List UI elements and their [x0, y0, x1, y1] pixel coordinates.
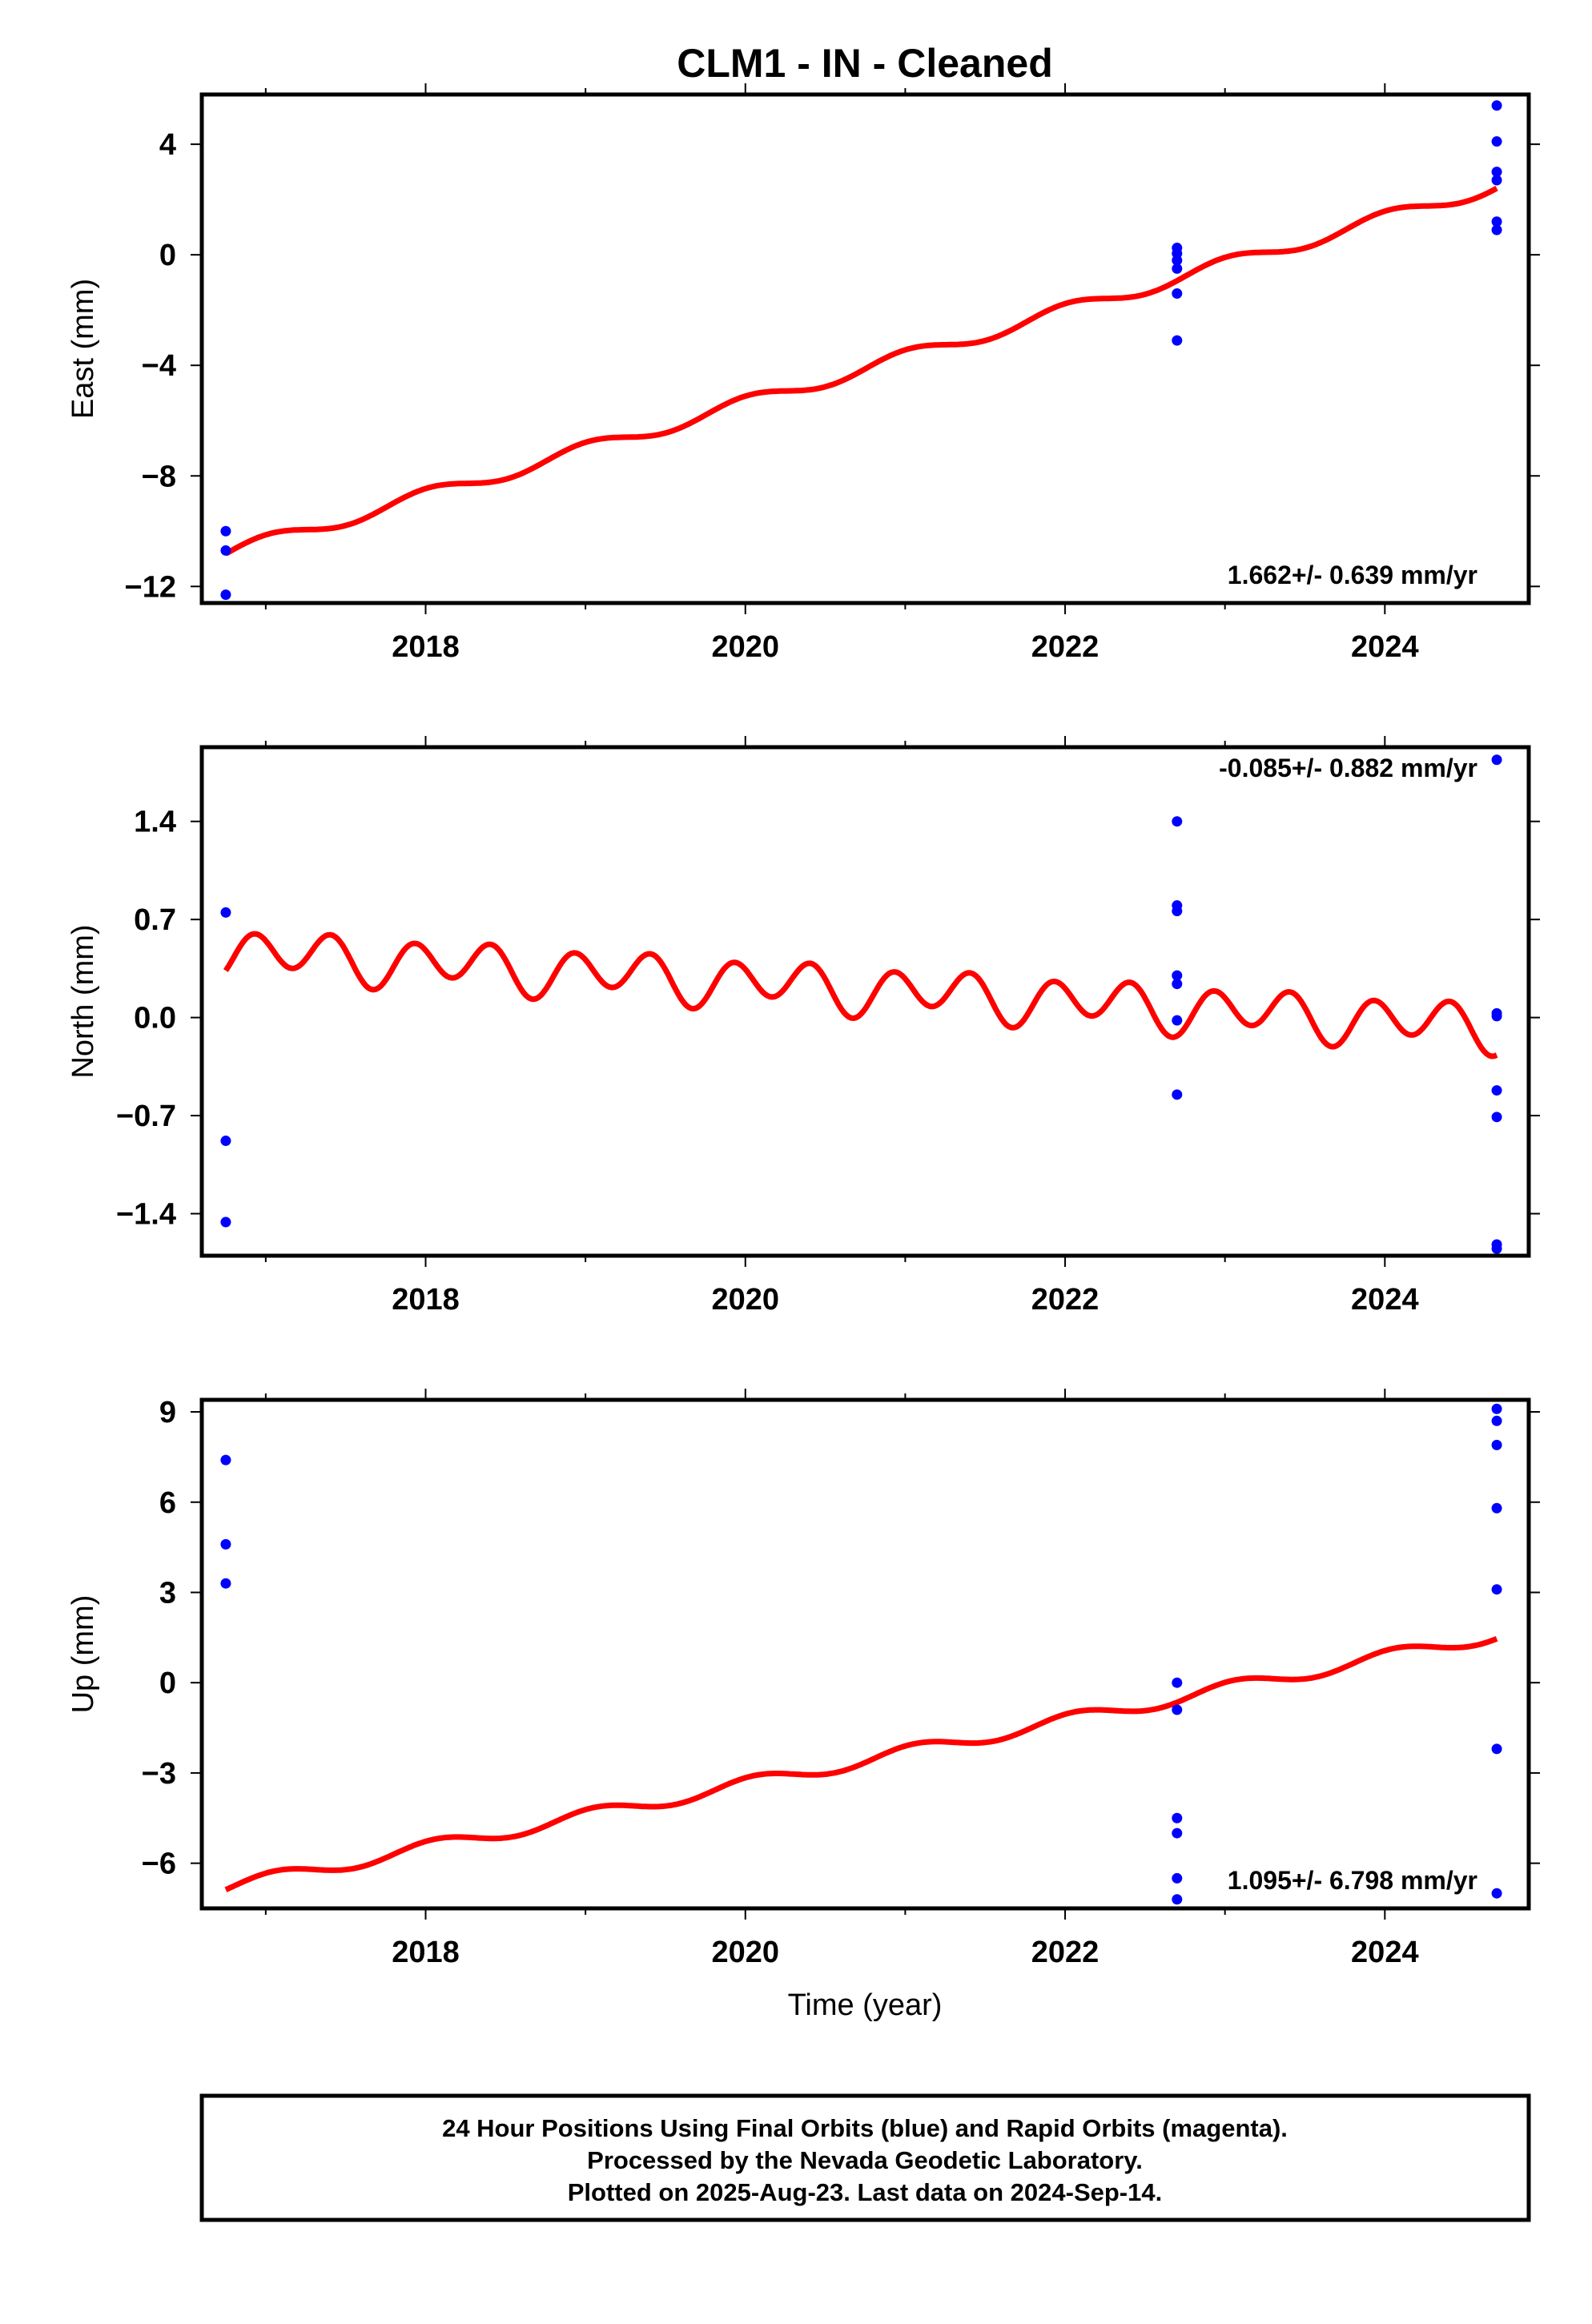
- east-data-point: [220, 525, 231, 537]
- footer-line-2: Processed by the Nevada Geodetic Laborat…: [587, 2146, 1143, 2174]
- east-data-point: [1491, 224, 1502, 235]
- east-data-point: [1491, 136, 1502, 147]
- east-data-point: [220, 545, 231, 556]
- up-data-point: [1172, 1704, 1183, 1715]
- north-x-tick-label: 2024: [1351, 1283, 1419, 1317]
- panel-east: 2018 2020 2022 2024 4 0 −4 −8 −12 East (mm) 1.662+…: [66, 83, 1540, 664]
- east-y-axis-label: East (mm): [66, 279, 100, 419]
- up-x-tick-label: 2022: [1031, 1936, 1100, 1969]
- north-data-point: [220, 1216, 231, 1228]
- footer-box: 24 Hour Positions Using Final Orbits (bl…: [199, 2093, 1531, 2222]
- north-data-point: [220, 1136, 231, 1147]
- footer-line-1: 24 Hour Positions Using Final Orbits (bl…: [442, 2114, 1288, 2142]
- up-y-tick-label: 3: [159, 1576, 176, 1610]
- east-x-tick-label: 2020: [711, 630, 779, 664]
- footer-line-3: Plotted on 2025-Aug-23. Last data on 202…: [568, 2178, 1162, 2206]
- east-data-point: [1491, 216, 1502, 227]
- north-data-point: [1491, 1112, 1502, 1123]
- north-data-point: [1172, 970, 1183, 981]
- east-y-tick-label: −12: [125, 570, 176, 604]
- north-y-axis-label: North (mm): [66, 924, 100, 1078]
- north-velocity-label: -0.085+/- 0.882 mm/yr: [1219, 754, 1477, 782]
- north-data-point: [1172, 906, 1183, 917]
- east-y-tick-label: 4: [159, 128, 176, 162]
- up-y-axis-label: Up (mm): [66, 1595, 100, 1714]
- north-x-tick-label: 2022: [1031, 1283, 1100, 1317]
- up-y-tick-label: −3: [142, 1757, 176, 1791]
- up-x-tick-label: 2018: [392, 1936, 460, 1969]
- up-y-tick-label: 9: [159, 1396, 176, 1429]
- north-data-point: [1491, 1085, 1502, 1096]
- north-fit-line: [223, 931, 1498, 1059]
- up-data-point: [1172, 1872, 1183, 1884]
- east-x-tick-label: 2022: [1031, 630, 1100, 664]
- north-y-tick-label: 0.0: [134, 1002, 176, 1035]
- north-plot-frame: [199, 745, 1531, 1258]
- up-data-point: [1172, 1827, 1183, 1839]
- up-x-tick-label: 2024: [1351, 1936, 1419, 1969]
- north-data-point: [1172, 816, 1183, 827]
- east-fit-line: [224, 186, 1498, 557]
- east-plot-frame: [199, 92, 1531, 605]
- east-y-tick-label: 0: [159, 239, 176, 272]
- up-y-tick-label: −6: [142, 1848, 176, 1881]
- north-y-tick-label: 1.4: [134, 806, 176, 839]
- north-data-point: [220, 907, 231, 918]
- north-data-point: [1172, 1089, 1183, 1100]
- x-axis-label: Time (year): [788, 1988, 943, 2022]
- north-y-tick-label: −1.4: [116, 1198, 176, 1232]
- up-data-point: [1491, 1502, 1502, 1514]
- panel-north: 2018 2020 2022 2024 1.4 0.7 0.0 −0.7 −1.4 North (…: [66, 736, 1540, 1317]
- east-y-tick-label: −4: [142, 349, 176, 383]
- up-data-point: [1491, 1888, 1502, 1899]
- up-data-point: [220, 1538, 231, 1550]
- east-data-point: [1491, 175, 1502, 186]
- up-data-point: [1491, 1415, 1502, 1426]
- figure-title: CLM1 - IN - Cleaned: [677, 41, 1052, 86]
- up-data-point: [1491, 1439, 1502, 1450]
- east-y-tick-label: −8: [142, 460, 176, 493]
- north-y-tick-label: −0.7: [116, 1100, 176, 1133]
- up-y-tick-label: 6: [159, 1486, 176, 1520]
- up-data-point: [1491, 1584, 1502, 1595]
- east-data-point: [1172, 287, 1183, 299]
- up-data-point: [1172, 1812, 1183, 1823]
- east-velocity-label: 1.662+/- 0.639 mm/yr: [1228, 561, 1477, 589]
- north-x-tick-label: 2018: [392, 1283, 460, 1317]
- north-y-tick-label: 0.7: [134, 903, 176, 937]
- east-data-point: [220, 589, 231, 601]
- up-y-tick-label: 0: [159, 1667, 176, 1700]
- north-data-point: [1491, 754, 1502, 766]
- east-data-point: [1172, 263, 1183, 274]
- up-fit-line: [224, 1636, 1498, 1892]
- up-data-point: [220, 1454, 231, 1466]
- east-data-point: [1491, 100, 1502, 111]
- up-data-point: [1491, 1743, 1502, 1755]
- north-data-point: [1491, 1011, 1502, 1022]
- panel-up: 2018 2020 2022 2024 9 6 3 0 −3 −6 Up (mm) 1.095+/- …: [66, 1389, 1540, 1969]
- east-x-tick-label: 2024: [1351, 630, 1419, 664]
- east-x-tick-label: 2018: [392, 630, 460, 664]
- north-data-point: [1491, 1243, 1502, 1254]
- east-data-point: [1172, 335, 1183, 346]
- east-data-point: [1172, 255, 1183, 266]
- north-data-point: [1172, 979, 1183, 990]
- up-x-tick-label: 2020: [711, 1936, 779, 1969]
- east-data-point: [1491, 167, 1502, 178]
- up-data-point: [220, 1578, 231, 1589]
- up-data-point: [1491, 1403, 1502, 1414]
- footer-border: [199, 2093, 1531, 2222]
- up-data-point: [1172, 1894, 1183, 1905]
- north-x-tick-label: 2020: [711, 1283, 779, 1317]
- up-velocity-label: 1.095+/- 6.798 mm/yr: [1228, 1866, 1477, 1895]
- north-data-point: [1172, 1015, 1183, 1026]
- up-data-point: [1172, 1677, 1183, 1688]
- up-plot-frame: [199, 1397, 1531, 1911]
